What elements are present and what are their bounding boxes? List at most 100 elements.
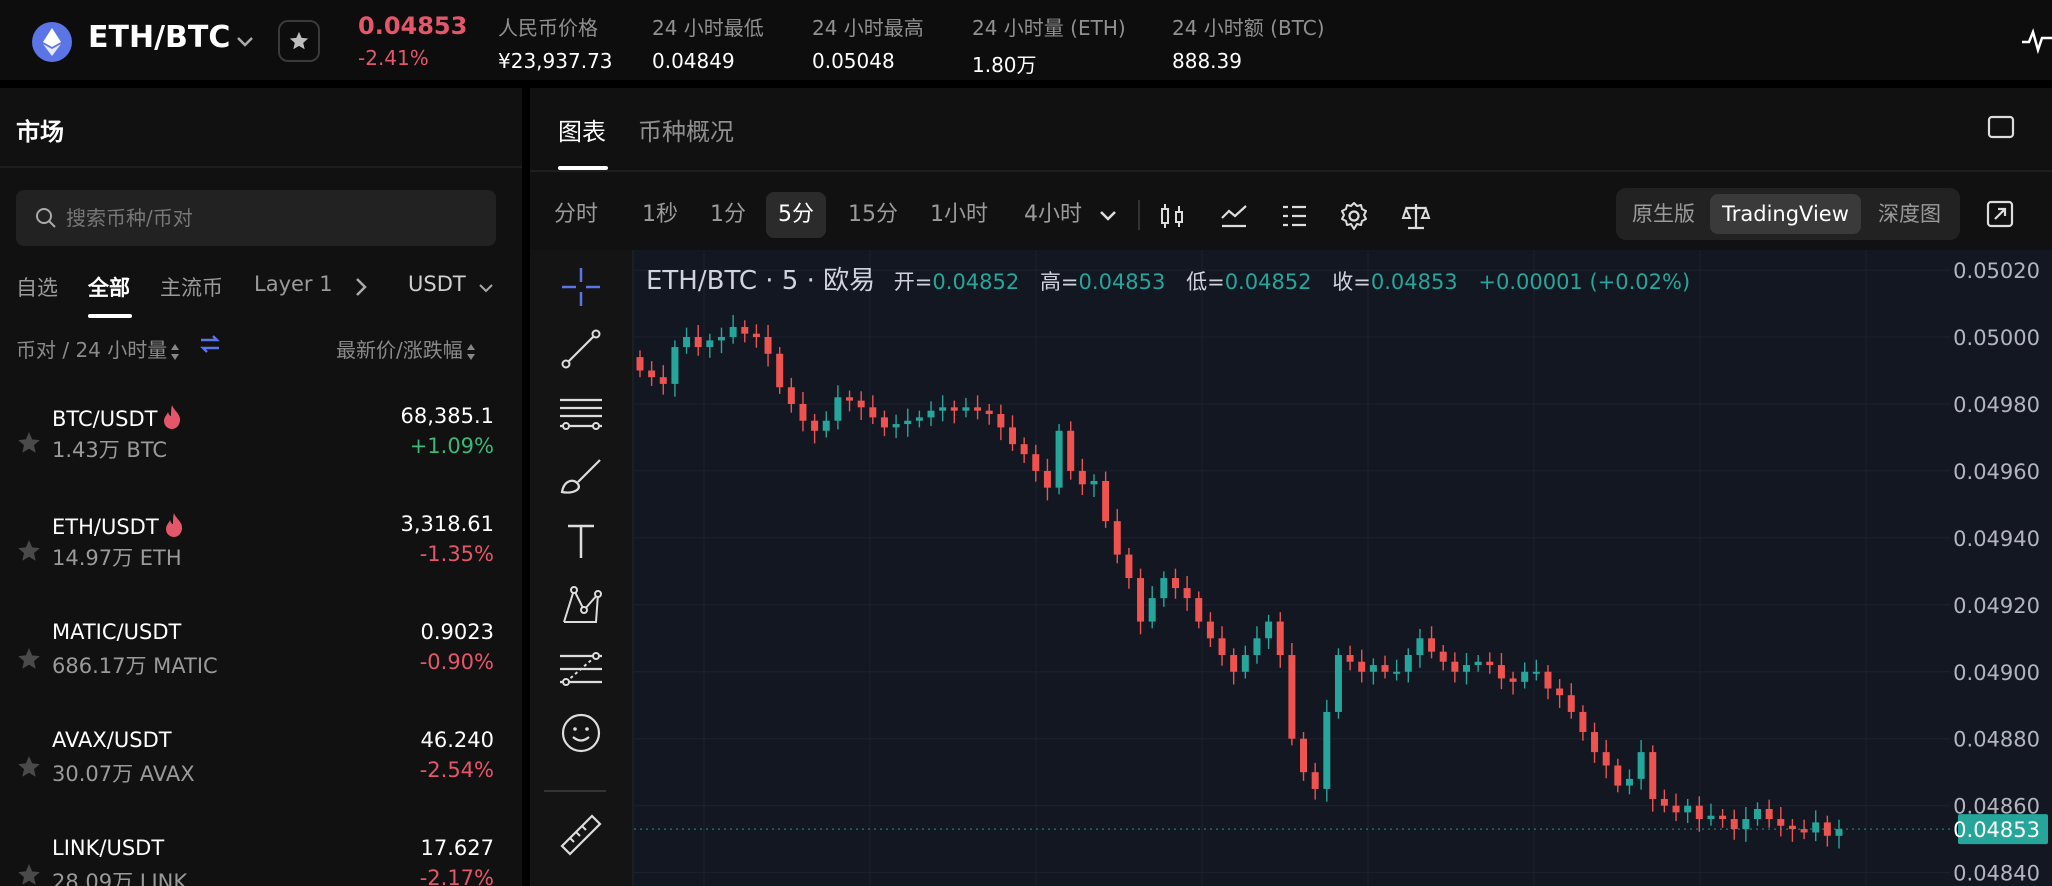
column-header-pair[interactable]: 币对 / 24 小时量 <box>16 334 181 363</box>
list-settings-icon[interactable] <box>1278 200 1310 232</box>
market-row[interactable]: BTC/USDT 1.43万 BTC 68,385.1 +1.09% <box>0 390 522 498</box>
pulse-icon[interactable] <box>2022 26 2052 56</box>
y-tick-label: 0.04840 <box>1953 862 2040 886</box>
tab-all[interactable]: 全部 <box>88 276 130 300</box>
gear-icon[interactable] <box>1338 200 1370 232</box>
candle-body <box>1311 772 1319 789</box>
market-row[interactable]: AVAX/USDT 30.07万 AVAX 46.240 -2.54% <box>0 714 522 822</box>
tab-favorites[interactable]: 自选 <box>16 276 58 300</box>
candle-body <box>776 353 784 388</box>
candle-body <box>787 387 795 404</box>
candle-body <box>683 337 691 348</box>
view-depth[interactable]: 深度图 <box>1878 202 1941 226</box>
search-input[interactable] <box>66 190 486 246</box>
indicators-icon[interactable] <box>1218 200 1250 232</box>
interval-1m[interactable]: 1分 <box>710 202 746 227</box>
tab-layer1[interactable]: Layer 1 <box>254 272 333 296</box>
pair-volume: 28.09万 LINK <box>52 870 188 886</box>
tab-chart[interactable]: 图表 <box>558 118 606 146</box>
candle-body <box>834 397 842 421</box>
chevron-down-icon[interactable] <box>478 282 494 294</box>
trend-line-icon[interactable] <box>556 324 606 374</box>
y-tick-label: 0.05020 <box>1953 259 2040 283</box>
candle-body <box>1020 444 1028 455</box>
compare-scale-icon[interactable] <box>1400 200 1432 232</box>
candle-body <box>1532 671 1540 674</box>
last-price: 0.04853 <box>358 12 468 40</box>
crosshair-icon[interactable] <box>556 262 606 312</box>
star-icon[interactable] <box>16 430 42 456</box>
tab-mainstream[interactable]: 主流币 <box>160 276 223 300</box>
window-icon[interactable] <box>1986 114 2016 140</box>
interval-4h[interactable]: 4小时 <box>1024 202 1082 227</box>
text-tool-icon[interactable] <box>556 516 606 566</box>
favorite-button[interactable] <box>278 20 320 62</box>
fib-tool-icon[interactable] <box>556 644 606 694</box>
horizontal-lines-icon[interactable] <box>556 388 606 438</box>
chevron-down-icon[interactable] <box>234 30 256 52</box>
candle-body <box>1591 732 1599 753</box>
candle-body <box>1416 638 1424 656</box>
pair-price: 3,318.61 <box>400 512 494 536</box>
tab-coin-overview[interactable]: 币种概况 <box>638 118 734 146</box>
stat-24h-high: 24 小时最高 0.05048 <box>812 12 924 73</box>
interval-15m[interactable]: 15分 <box>848 202 898 227</box>
star-icon[interactable] <box>16 754 42 780</box>
swap-icon[interactable] <box>198 332 222 356</box>
stat-label: 人民币价格 <box>498 16 598 40</box>
star-icon[interactable] <box>16 646 42 672</box>
candle-body <box>962 407 970 411</box>
interval-5m[interactable]: 5分 <box>766 192 826 238</box>
candle-type-icon[interactable] <box>1156 200 1188 232</box>
y-tick-label: 0.04940 <box>1953 527 2040 551</box>
divider <box>530 170 2052 172</box>
interval-timeline[interactable]: 分时 <box>554 202 599 227</box>
stat-cny-price: 人民币价格 ¥23,937.73 <box>498 12 613 73</box>
candle-body <box>1707 815 1715 820</box>
pair-change: +1.09% <box>409 434 494 458</box>
market-panel: 市场 自选 全部 主流币 Layer 1 USDT 币对 / 24 小时量 最新… <box>0 88 522 886</box>
interval-1h[interactable]: 1小时 <box>930 202 988 227</box>
chart-canvas: 0.05020 0.05000 0.04980 0.04960 0.04940 0.049… <box>634 250 2052 886</box>
fullscreen-icon[interactable] <box>1984 198 2016 230</box>
candle-body <box>1544 671 1552 689</box>
pair-name[interactable]: ETH/BTC <box>88 20 231 55</box>
candle-body <box>1404 655 1412 672</box>
pair-symbol-cell: AVAX/USDT <box>52 728 172 752</box>
stat-value: 1.80万 <box>972 53 1037 77</box>
candlestick-chart[interactable]: 0.05020 0.05000 0.04980 0.04960 0.04940 0.049… <box>634 250 2052 886</box>
pair-volume: 30.07万 AVAX <box>52 762 195 786</box>
pair-price: 46.240 <box>420 728 494 752</box>
candle-body <box>1369 665 1377 672</box>
brush-icon[interactable] <box>556 452 606 502</box>
market-row[interactable]: ETH/USDT 14.97万 ETH 3,318.61 -1.35% <box>0 498 522 606</box>
emoji-icon[interactable] <box>556 708 606 758</box>
column-header-label: 最新价/涨跌幅 <box>336 338 463 362</box>
star-icon[interactable] <box>16 538 42 564</box>
star-icon[interactable] <box>16 862 42 886</box>
candle-body <box>1323 711 1331 789</box>
panel-splitter[interactable] <box>522 88 530 886</box>
candle-body <box>1823 822 1831 836</box>
interval-1s[interactable]: 1秒 <box>642 202 678 227</box>
candle-body <box>939 407 947 411</box>
view-native[interactable]: 原生版 <box>1632 202 1695 226</box>
stat-label: 24 小时最高 <box>812 16 924 40</box>
quote-currency-select[interactable]: USDT <box>408 272 466 296</box>
candle-body <box>1800 829 1808 833</box>
pattern-tool-icon[interactable] <box>556 580 606 630</box>
candle-body <box>1090 480 1098 485</box>
chevron-right-icon[interactable] <box>354 274 368 300</box>
market-row[interactable]: LINK/USDT 28.09万 LINK 17.627 -2.17% <box>0 822 522 886</box>
candle-body <box>1788 825 1796 830</box>
column-header-price[interactable]: 最新价/涨跌幅 <box>336 334 477 363</box>
chevron-down-icon[interactable] <box>1098 204 1118 228</box>
legend-title: ETH/BTC · 5 · 欧易 <box>646 266 876 296</box>
view-tradingview[interactable]: TradingView <box>1710 194 1861 234</box>
search-box[interactable] <box>16 190 496 246</box>
candle-body <box>1137 578 1145 622</box>
market-row[interactable]: MATIC/USDT 686.17万 MATIC 0.9023 -0.90% <box>0 606 522 714</box>
candle-body <box>1206 621 1214 639</box>
ruler-icon[interactable] <box>556 810 606 860</box>
pair-symbol-cell: BTC/USDT <box>52 404 183 431</box>
